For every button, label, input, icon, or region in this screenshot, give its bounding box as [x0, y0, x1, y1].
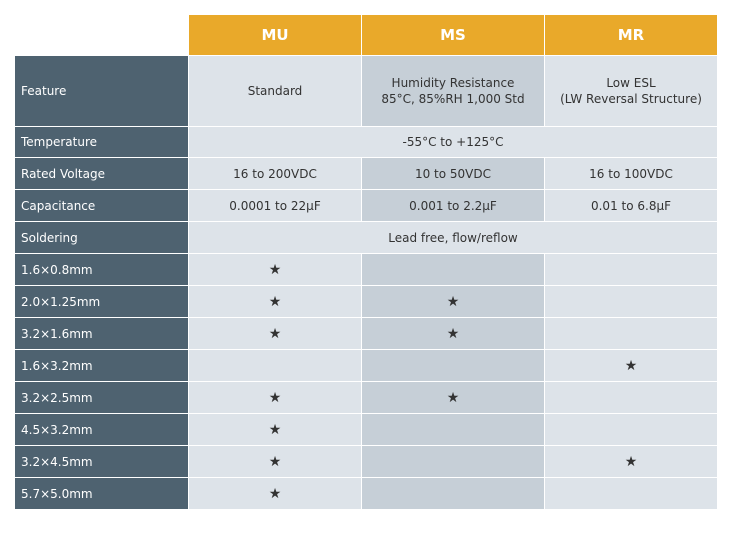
- row-label: 2.0×1.25mm: [14, 285, 189, 318]
- star-cell: ★: [188, 477, 362, 510]
- row-label: Temperature: [14, 126, 189, 158]
- table-row: 3.2×1.6mm ★ ★: [14, 317, 718, 350]
- star-cell: ★: [188, 253, 362, 286]
- star-cell: ★: [361, 381, 545, 414]
- star-cell: ★: [188, 413, 362, 446]
- table-cell: [361, 413, 545, 446]
- table-cell: 10 to 50VDC: [361, 157, 545, 190]
- header-cell: MS: [361, 14, 545, 56]
- row-label: 1.6×0.8mm: [14, 253, 189, 286]
- star-cell: ★: [544, 349, 718, 382]
- row-label: Capacitance: [14, 189, 189, 222]
- table-cell: 0.001 to 2.2µF: [361, 189, 545, 222]
- table-cell: 16 to 200VDC: [188, 157, 362, 190]
- table-cell: [544, 477, 718, 510]
- table-cell: Lead free, flow/reflow: [188, 221, 718, 254]
- star-cell: ★: [188, 381, 362, 414]
- spec-table: MU MS MR Feature Standard Humidity Resistance…: [14, 14, 718, 510]
- table-cell: 0.0001 to 22µF: [188, 189, 362, 222]
- star-cell: ★: [188, 317, 362, 350]
- table-cell: 0.01 to 6.8µF: [544, 189, 718, 222]
- table-row: 3.2×2.5mm ★ ★: [14, 381, 718, 414]
- table-cell: -55°C to +125°C: [188, 126, 718, 158]
- table-row: 3.2×4.5mm ★ ★: [14, 445, 718, 478]
- table-cell: [544, 413, 718, 446]
- table-cell: [361, 349, 545, 382]
- header-cell: MU: [188, 14, 362, 56]
- row-label: 4.5×3.2mm: [14, 413, 189, 446]
- table-row: Temperature -55°C to +125°C: [14, 126, 718, 158]
- table-row: 5.7×5.0mm ★: [14, 477, 718, 510]
- table-cell: [188, 349, 362, 382]
- table-cell: Humidity Resistance 85°C, 85%RH 1,000 St…: [361, 55, 545, 127]
- table-cell: 16 to 100VDC: [544, 157, 718, 190]
- table-cell: [544, 253, 718, 286]
- star-cell: ★: [188, 285, 362, 318]
- row-label: 3.2×2.5mm: [14, 381, 189, 414]
- star-cell: ★: [544, 445, 718, 478]
- table-row: 4.5×3.2mm ★: [14, 413, 718, 446]
- table-row: 2.0×1.25mm ★ ★: [14, 285, 718, 318]
- row-label: 3.2×1.6mm: [14, 317, 189, 350]
- row-label: Rated Voltage: [14, 157, 189, 190]
- header-row: MU MS MR: [14, 14, 718, 56]
- table-cell: [361, 477, 545, 510]
- row-label: 5.7×5.0mm: [14, 477, 189, 510]
- star-cell: ★: [188, 445, 362, 478]
- row-label: 3.2×4.5mm: [14, 445, 189, 478]
- table-cell: [544, 381, 718, 414]
- header-cell: MR: [544, 14, 718, 56]
- table-row: 1.6×3.2mm ★: [14, 349, 718, 382]
- table-row: Capacitance 0.0001 to 22µF 0.001 to 2.2µF 0…: [14, 189, 718, 222]
- row-label: 1.6×3.2mm: [14, 349, 189, 382]
- table-row: 1.6×0.8mm ★: [14, 253, 718, 286]
- star-cell: ★: [361, 317, 545, 350]
- row-label: Feature: [14, 55, 189, 127]
- table-row: Soldering Lead free, flow/reflow: [14, 221, 718, 254]
- header-blank: [14, 14, 189, 56]
- table-cell: [544, 317, 718, 350]
- table-cell: Low ESL (LW Reversal Structure): [544, 55, 718, 127]
- table-row: Rated Voltage 16 to 200VDC 10 to 50VDC 16 t…: [14, 157, 718, 190]
- table-row: Feature Standard Humidity Resistance 85°C,…: [14, 55, 718, 127]
- table-cell: Standard: [188, 55, 362, 127]
- star-cell: ★: [361, 285, 545, 318]
- table-cell: [361, 445, 545, 478]
- table-cell: [544, 285, 718, 318]
- row-label: Soldering: [14, 221, 189, 254]
- table-cell: [361, 253, 545, 286]
